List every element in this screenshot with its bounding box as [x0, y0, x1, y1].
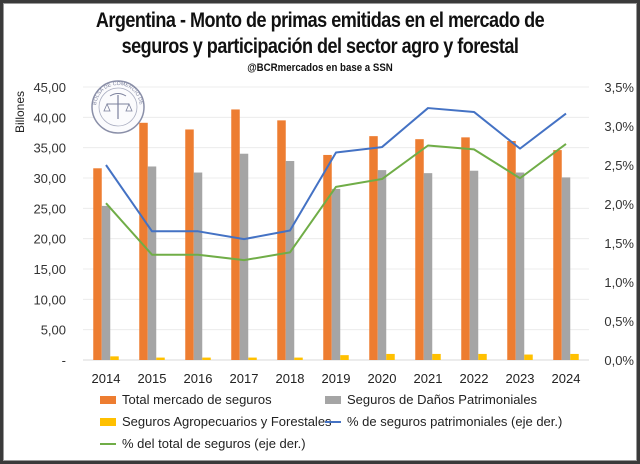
y2-tick-label: 2,0%	[604, 197, 634, 212]
bar-seguros-de-da-os-patrimoniales-2023	[515, 172, 525, 360]
x-tick-label: 2019	[322, 371, 351, 386]
legend-swatch-orange	[100, 395, 116, 404]
y-axis-label: Billones	[13, 91, 27, 133]
bar-seguros-agropecuarios-y-forestales-2015	[156, 357, 165, 360]
legend-swatch-gray	[325, 395, 341, 404]
legend-label: Total mercado de seguros	[122, 392, 272, 407]
title-line-1: Argentina - Monto de primas emitidas en …	[95, 9, 545, 32]
bar-seguros-de-da-os-patrimoniales-2017	[239, 153, 249, 360]
x-tick-label: 2017	[230, 371, 259, 386]
legend-label: Seguros de Daños Patrimoniales	[347, 392, 538, 407]
legend-label: % del total de seguros (eje der.)	[122, 436, 306, 451]
line--de-seguros-patrimoniales-eje-der-	[105, 107, 567, 241]
lines	[105, 107, 567, 262]
bar-seguros-agropecuarios-y-forestales-2016	[202, 357, 211, 360]
y2-tick-label: 3,0%	[604, 119, 634, 134]
y-tick-label: 25,00	[33, 201, 66, 216]
bar-seguros-agropecuarios-y-forestales-2021	[432, 353, 441, 360]
x-tick-label: 2016	[184, 371, 213, 386]
x-tick-label: 2020	[368, 371, 397, 386]
y-tick-label: 10,00	[33, 292, 66, 307]
x-tick-label: 2015	[138, 371, 167, 386]
bar-seguros-agropecuarios-y-forestales-2020	[386, 353, 395, 360]
chart-subtitle: @BCRmercados en base a SSN	[247, 62, 393, 74]
legend-swatch-blue-line	[325, 420, 341, 423]
bar-seguros-de-da-os-patrimoniales-2014	[101, 205, 111, 360]
bar-seguros-de-da-os-patrimoniales-2021	[423, 173, 433, 360]
bar-total-mercado-de-seguros-2017	[231, 109, 240, 361]
y-tick-label: 30,00	[33, 171, 66, 186]
legend-item-pct-patrimoniales: % de seguros patrimoniales (eje der.)	[325, 414, 562, 429]
x-tick-label: 2023	[506, 371, 535, 386]
y2-tick-label: 3,5%	[604, 80, 634, 95]
y-tick-label: 45,00	[33, 80, 66, 95]
bar-seguros-de-da-os-patrimoniales-2024	[561, 177, 571, 360]
bar-total-mercado-de-seguros-2023	[507, 140, 516, 360]
bar-seguros-agropecuarios-y-forestales-2018	[294, 357, 303, 360]
x-tick-label: 2024	[552, 371, 581, 386]
y2-tick-label: 0,0%	[604, 353, 634, 368]
bar-total-mercado-de-seguros-2015	[139, 122, 148, 360]
legend-item-danos: Seguros de Daños Patrimoniales	[325, 392, 537, 407]
y2-tick-label: 1,0%	[604, 275, 634, 290]
y-axis-left: - 5,00 10,00 15,00 20,00 25,00 30,00 35,00 40,00…	[33, 80, 66, 368]
y2-tick-label: 0,5%	[604, 314, 634, 329]
bar-seguros-agropecuarios-y-forestales-2023	[524, 354, 533, 360]
legend-label: Seguros Agropecuarios y Forestales	[122, 414, 332, 429]
chart-title: Argentina - Monto de primas emitidas en …	[45, 8, 595, 60]
legend-item-pct-total: % del total de seguros (eje der.)	[100, 436, 306, 451]
bar-seguros-de-da-os-patrimoniales-2020	[377, 170, 387, 360]
bar-seguros-de-da-os-patrimoniales-2018	[285, 161, 295, 360]
line--del-total-de-seguros-eje-der-	[105, 143, 567, 262]
y-tick-label: 15,00	[33, 262, 66, 277]
y-tick-label: 20,00	[33, 232, 66, 247]
x-axis: 2014 2015 2016 2017 2018 2019 2020 2021 2022 2023…	[92, 371, 581, 386]
title-line-2: seguros y participación del sector agro …	[121, 35, 519, 58]
legend-item-agro: Seguros Agropecuarios y Forestales	[100, 414, 332, 429]
x-tick-label: 2022	[460, 371, 489, 386]
bar-seguros-de-da-os-patrimoniales-2019	[331, 188, 341, 360]
y-tick-label: -	[62, 353, 66, 368]
x-tick-label: 2021	[414, 371, 443, 386]
bar-seguros-de-da-os-patrimoniales-2022	[469, 170, 479, 360]
y-axis-right: 0,0% 0,5% 1,0% 1,5% 2,0% 2,5% 3,0% 3,5%	[604, 80, 634, 368]
legend-label: % de seguros patrimoniales (eje der.)	[347, 414, 563, 429]
bar-seguros-agropecuarios-y-forestales-2022	[478, 353, 487, 360]
y-tick-label: 35,00	[33, 141, 66, 156]
bar-total-mercado-de-seguros-2014	[93, 168, 102, 360]
bar-seguros-agropecuarios-y-forestales-2019	[340, 355, 349, 360]
y-tick-label: 40,00	[33, 110, 66, 125]
legend-item-total: Total mercado de seguros	[100, 392, 272, 407]
legend-swatch-green-line	[100, 442, 116, 445]
x-tick-label: 2014	[92, 371, 121, 386]
bar-seguros-de-da-os-patrimoniales-2015	[147, 166, 157, 360]
y-tick-label: 5,00	[41, 323, 66, 338]
y2-tick-label: 1,5%	[604, 236, 634, 251]
bar-seguros-agropecuarios-y-forestales-2024	[570, 353, 579, 360]
bar-total-mercado-de-seguros-2016	[185, 129, 194, 360]
bar-total-mercado-de-seguros-2022	[461, 137, 470, 360]
bars	[93, 109, 579, 361]
bar-total-mercado-de-seguros-2019	[323, 154, 332, 360]
bar-seguros-de-da-os-patrimoniales-2016	[193, 172, 203, 360]
x-tick-label: 2018	[276, 371, 305, 386]
bar-total-mercado-de-seguros-2021	[415, 139, 424, 360]
bar-total-mercado-de-seguros-2024	[553, 150, 562, 360]
bar-total-mercado-de-seguros-2018	[277, 120, 286, 360]
bar-seguros-agropecuarios-y-forestales-2017	[248, 357, 257, 360]
y2-tick-label: 2,5%	[604, 158, 634, 173]
bar-seguros-agropecuarios-y-forestales-2014	[110, 356, 119, 360]
bar-total-mercado-de-seguros-2020	[369, 136, 378, 360]
legend-swatch-yellow	[100, 417, 116, 426]
bcr-seal-logo: BOLSA DE COMERCIO DE ROSARIO	[91, 80, 145, 134]
